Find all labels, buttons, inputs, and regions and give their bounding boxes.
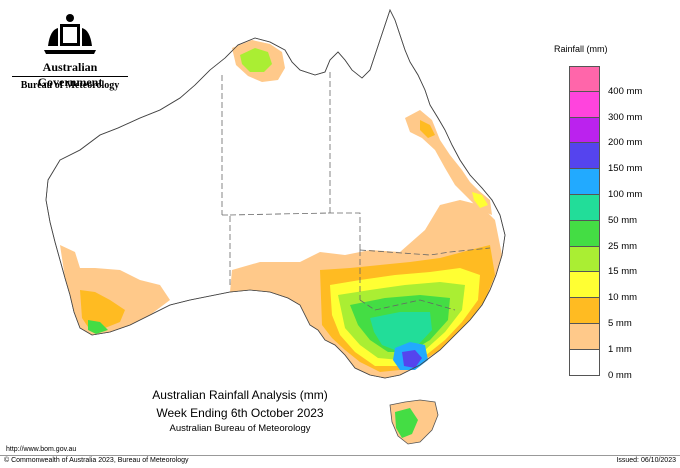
tasmania-wet	[395, 408, 418, 438]
legend-label: 1 mm	[608, 343, 632, 355]
legend	[569, 66, 600, 376]
website-link[interactable]: http://www.bom.gov.au	[6, 446, 77, 453]
legend-label: 100 mm	[608, 189, 643, 200]
copyright-text: © Commonwealth of Australia 2023, Bureau…	[4, 457, 189, 464]
legend-label: 10 mm	[608, 292, 638, 304]
legend-swatch	[569, 298, 600, 324]
legend-label-bottom: 0 mm	[608, 369, 632, 381]
coastline	[45, 8, 506, 379]
zone-5mm-qld-coast	[420, 120, 435, 138]
legend-swatch	[569, 91, 600, 118]
legend-swatch	[569, 220, 600, 247]
map-period: Week Ending 6th October 2023	[156, 406, 324, 420]
zone-5mm-sw	[80, 290, 125, 330]
legend-swatch	[569, 349, 600, 376]
legend-label: 150 mm	[608, 163, 643, 175]
footer-bar	[0, 455, 680, 468]
legend-swatch	[569, 117, 600, 144]
legend-swatch	[569, 66, 600, 92]
legend-swatch	[569, 272, 600, 299]
issued-date: Issued: 06/10/2023	[616, 457, 676, 464]
legend-swatch	[569, 246, 600, 273]
rainfall-zones	[60, 40, 502, 378]
legend-label: 50 mm	[608, 214, 638, 226]
legend-label: 25 mm	[608, 240, 638, 252]
legend-swatch	[569, 169, 600, 195]
legend-label: 15 mm	[608, 266, 638, 278]
legend-swatch	[569, 323, 600, 350]
state-borders	[221, 72, 491, 311]
legend-title: Rainfall (mm)	[554, 44, 608, 54]
map-source: Australian Bureau of Meteorology	[169, 423, 311, 434]
legend-swatch	[569, 194, 600, 221]
legend-label: 300 mm	[608, 111, 643, 123]
coat-of-arms-icon	[44, 14, 96, 54]
legend-label: 200 mm	[608, 137, 643, 149]
map-title: Australian Rainfall Analysis (mm)	[152, 388, 328, 402]
zone-15mm-sw	[88, 320, 108, 334]
legend-swatch	[569, 143, 600, 170]
zone-50mm-se	[370, 312, 432, 352]
zone-15mm-top-end	[240, 48, 272, 72]
legend-label: 400 mm	[608, 85, 643, 97]
zone-10mm-qld-coast	[472, 192, 488, 208]
legend-label: 5 mm	[608, 318, 632, 329]
bureau-title: Bureau of Meteorology	[20, 80, 120, 91]
coat-of-arms-logo	[8, 10, 132, 96]
government-title: Australian Government	[37, 60, 103, 89]
zone-150mm-se	[402, 350, 422, 368]
header-divider	[12, 76, 128, 77]
